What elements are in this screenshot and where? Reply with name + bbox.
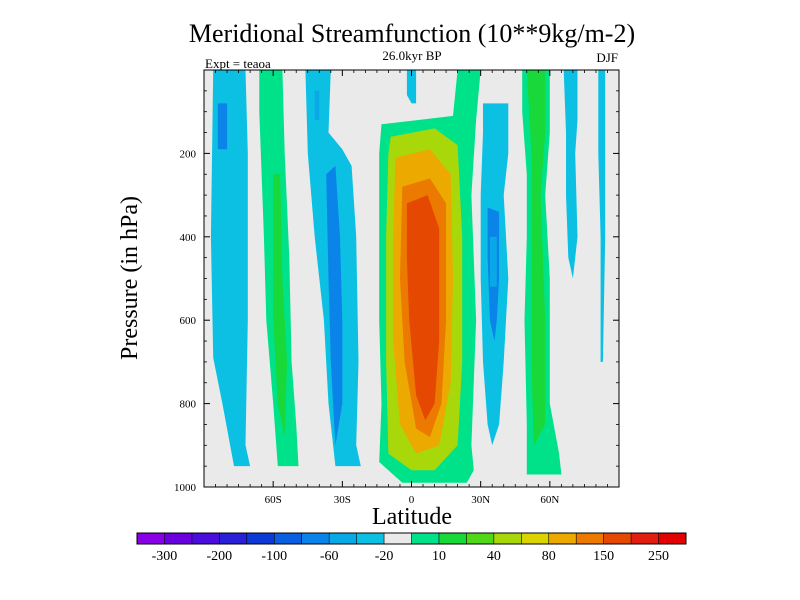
colorbar-swatch bbox=[576, 533, 604, 544]
x-tick-label: 0 bbox=[409, 494, 415, 506]
x-axis-label: Latitude bbox=[372, 504, 452, 530]
contour-region-13 bbox=[406, 195, 440, 421]
y-tick-label: 1000 bbox=[174, 482, 197, 494]
colorbar-swatch bbox=[438, 533, 467, 544]
colorbar-label: -200 bbox=[207, 549, 233, 564]
x-tick-label: 60S bbox=[265, 494, 282, 506]
experiment-note: Expt = teaoa bbox=[205, 56, 271, 71]
colorbar-swatch bbox=[603, 533, 632, 544]
colorbar-swatch bbox=[164, 533, 193, 544]
colorbar-label: -20 bbox=[375, 549, 394, 564]
colorbar-swatch bbox=[356, 533, 385, 544]
y-tick-label: 200 bbox=[180, 148, 197, 160]
plot-area bbox=[203, 69, 620, 488]
colorbar-swatch bbox=[137, 533, 165, 544]
colorbar-label: 250 bbox=[648, 549, 669, 564]
colorbar-label: 80 bbox=[542, 549, 556, 564]
contour-region-16 bbox=[489, 236, 497, 287]
colorbar-swatch bbox=[658, 533, 687, 544]
contour-region-20 bbox=[598, 70, 606, 362]
colorbar-swatch bbox=[274, 533, 302, 544]
colorbar-swatch bbox=[329, 533, 357, 544]
colorbar-swatch bbox=[493, 533, 522, 544]
colorbar-swatch bbox=[384, 533, 412, 544]
x-axis: 60S 30S 0 30N 60N bbox=[215, 70, 608, 506]
contour-region-8 bbox=[406, 70, 417, 104]
colorbar-swatch bbox=[411, 533, 440, 544]
colorbar-swatch bbox=[191, 533, 220, 544]
contour-fills bbox=[210, 70, 606, 483]
contour-region-4 bbox=[273, 174, 287, 438]
colorbar-swatch bbox=[301, 533, 330, 544]
colorbar-label: -100 bbox=[261, 549, 287, 564]
colorbar-swatch bbox=[521, 533, 550, 544]
x-tick-label: 30N bbox=[471, 494, 490, 506]
colorbar-label: -300 bbox=[152, 549, 178, 564]
y-tick-label: 800 bbox=[180, 399, 197, 411]
colorbar-swatch bbox=[548, 533, 577, 544]
contour-region-18 bbox=[526, 70, 546, 446]
colorbar-label: 40 bbox=[487, 549, 501, 564]
colorbar-swatch bbox=[466, 533, 495, 544]
colorbar-swatch bbox=[631, 533, 659, 544]
colorbar: -300 -200 -100 -60 -20 10 40 80 150 250 bbox=[136, 532, 687, 564]
contour-region-1 bbox=[210, 70, 251, 467]
x-tick-label: 30S bbox=[334, 494, 351, 506]
colorbar-label: 10 bbox=[432, 549, 446, 564]
colorbar-label: 150 bbox=[593, 549, 614, 564]
chart-title: Meridional Streamfunction (10**9kg/m-2) bbox=[189, 19, 635, 48]
colorbar-label: -60 bbox=[320, 549, 339, 564]
chart-subtitle: 26.0kyr BP bbox=[382, 48, 441, 63]
season-note: DJF bbox=[596, 50, 618, 65]
contour-region-19 bbox=[563, 70, 578, 279]
contour-region-6 bbox=[326, 165, 343, 446]
y-axis: 200 400 600 800 1000 bbox=[174, 90, 619, 494]
x-tick-label: 60N bbox=[540, 494, 559, 506]
y-tick-label: 400 bbox=[180, 232, 197, 244]
y-axis-label: Pressure (in hPa) bbox=[117, 196, 143, 360]
contour-region-2 bbox=[217, 103, 228, 150]
colorbar-swatch bbox=[219, 533, 248, 544]
contour-region-7 bbox=[314, 90, 320, 120]
y-tick-label: 600 bbox=[180, 315, 197, 327]
colorbar-swatch bbox=[246, 533, 275, 544]
